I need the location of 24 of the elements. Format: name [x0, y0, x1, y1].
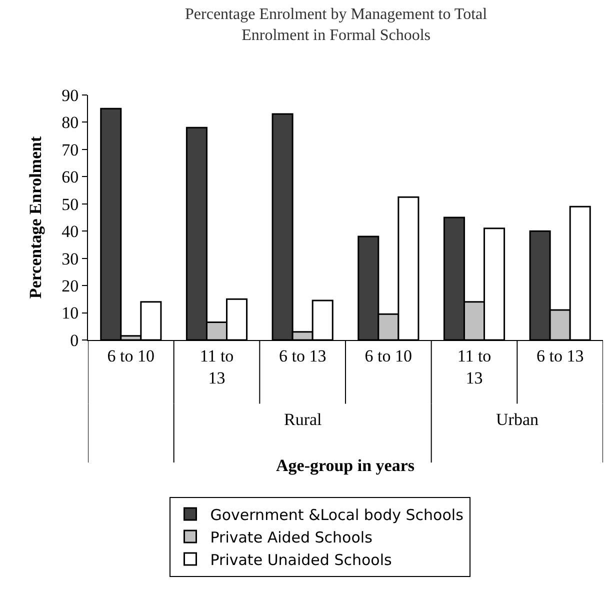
y-tick-label: 40 [62, 222, 79, 242]
y-tick-label: 50 [62, 194, 79, 214]
x-tick-label: 6 to 13 [536, 346, 584, 366]
y-tick-label: 70 [62, 140, 79, 160]
x-tick-label: 6 to 13 [278, 346, 326, 366]
x-tick-label: 6 to 10 [107, 346, 155, 366]
legend-label: Private Aided Schools [210, 528, 373, 546]
x-tick-label: 11 to 13 [457, 346, 492, 388]
y-tick-label: 20 [62, 276, 79, 296]
legend-label: Private Unaided Schools [210, 550, 392, 569]
legend-label: Government &Local body Schools [210, 506, 464, 524]
y-tick-label: 90 [62, 86, 79, 105]
x-tick-label: 11 to 13 [200, 346, 234, 388]
y-tick-label: 60 [62, 168, 79, 187]
y-tick-label: 80 [62, 113, 79, 132]
x-tick-label: 6 to 10 [364, 346, 412, 366]
text: Urban [496, 410, 539, 429]
y-tick-label: 30 [62, 249, 79, 268]
chart-title: Percentage Enrolment by Management to Total Enrolment in Formal Schools [185, 6, 488, 44]
x-axis-title: Age-group in years [276, 456, 415, 475]
y-tick-label: 10 [62, 304, 79, 323]
y-tick-label: 0 [70, 330, 79, 350]
text: Rural [284, 410, 322, 429]
y-axis-title: Percentage Enrolment [26, 136, 46, 299]
